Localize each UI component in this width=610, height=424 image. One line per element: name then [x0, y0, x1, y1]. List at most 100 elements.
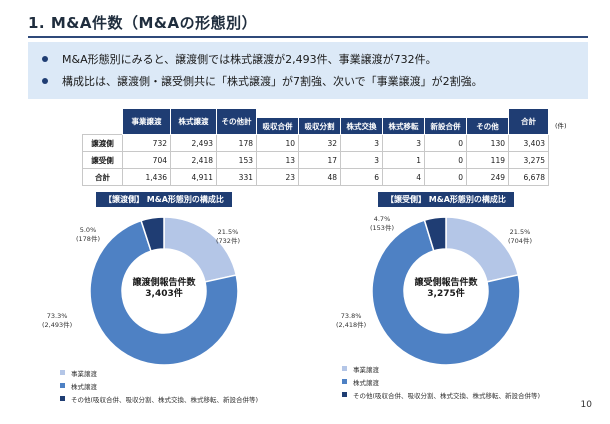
table-cell: 3,403	[508, 134, 549, 152]
chart-title-seller: 【譲渡側】 M&A形態別の構成比	[96, 192, 232, 207]
center-label-buyer: 譲受側報告件数 3,275件	[400, 278, 492, 300]
table-cell: 17	[298, 151, 341, 169]
row-label: 譲受側	[82, 151, 123, 169]
header-other-total: その他計	[216, 108, 257, 135]
header-total: 合計	[508, 108, 549, 135]
legend-item: 株式譲渡	[60, 379, 258, 392]
donut-slice-1	[163, 216, 238, 283]
center-label-value: 3,403件	[145, 289, 183, 299]
legend-label: 株式譲渡	[353, 378, 379, 387]
legend-label: 株式譲渡	[71, 382, 97, 391]
table-corner	[82, 108, 123, 135]
center-label-text: 譲渡側報告件数	[132, 278, 196, 288]
table-cell: 130	[466, 134, 509, 152]
slice-label: 21.5% (704件)	[508, 228, 532, 246]
legend-item: その他(吸収合併、吸収分割、株式交換、株式移転、新設合併等)	[342, 388, 540, 401]
table-cell: 3	[340, 134, 383, 152]
header-sub-5: 新設合併	[424, 117, 467, 135]
table-cell: 331	[216, 168, 257, 186]
table-cell: 1	[382, 151, 425, 169]
table-cell: 1,436	[122, 168, 171, 186]
legend-swatch	[342, 379, 347, 384]
header-sub-spacer	[256, 108, 509, 118]
slice-label-count: (178件)	[76, 235, 100, 243]
mna-table: 事業譲渡 株式譲渡 その他計 合計 吸収合併 吸収分割 株式交換 株式移転 新設…	[82, 108, 549, 186]
header-stock: 株式譲渡	[170, 108, 217, 135]
center-label-value: 3,275件	[427, 289, 465, 299]
table-cell: 23	[256, 168, 299, 186]
legend-label: その他(吸収合併、吸収分割、株式交換、株式移転、新設合併等)	[353, 391, 541, 400]
donut-slice-3	[423, 216, 447, 252]
slice-label-pct: 21.5%	[509, 228, 531, 236]
header-sub-6: その他	[466, 117, 509, 135]
header-sub-2: 吸収分割	[298, 117, 341, 135]
slice-label-pct: 5.0%	[79, 226, 97, 234]
table-cell: 4,911	[170, 168, 217, 186]
legend-item: その他(吸収合併、吸収分割、株式交換、株式移転、新設合併等)	[60, 392, 258, 405]
table-cell: 0	[424, 134, 467, 152]
slice-label-pct: 73.8%	[340, 312, 362, 320]
legend-swatch	[342, 366, 347, 371]
header-sub-1: 吸収合併	[256, 117, 299, 135]
page-number: 10	[580, 400, 592, 410]
slice-label-count: (2,418件)	[336, 321, 367, 329]
table-row-total: 合計 1,436 4,911 331 23 48 6 4 0 249 6,678	[82, 168, 549, 186]
table-cell: 6,678	[508, 168, 549, 186]
table-cell: 153	[216, 151, 257, 169]
donut-slice-1	[445, 216, 520, 283]
legend-swatch	[60, 383, 65, 388]
table-cell: 13	[256, 151, 299, 169]
summary-box: M&A形態別にみると、譲渡側では株式譲渡が2,493件、事業譲渡が732件。 構…	[28, 42, 588, 99]
legend-seller: 事業譲渡 株式譲渡 その他(吸収合併、吸収分割、株式交換、株式移転、新設合併等)	[60, 366, 258, 405]
slice-label: 73.3% (2,493件)	[42, 312, 72, 330]
header-sub-3: 株式交換	[340, 117, 383, 135]
legend-swatch	[342, 392, 347, 397]
slide-title: 1. M&A件数（M&Aの形態別）	[28, 14, 258, 32]
table-cell: 249	[466, 168, 509, 186]
bullet-icon	[42, 78, 48, 84]
slice-label-pct: 4.7%	[373, 215, 391, 223]
table-cell: 32	[298, 134, 341, 152]
legend-item: 事業譲渡	[60, 366, 258, 379]
slice-label-count: (704件)	[508, 237, 532, 245]
table-cell: 48	[298, 168, 341, 186]
table-cell: 119	[466, 151, 509, 169]
slice-label-pct: 21.5%	[217, 228, 239, 236]
header-sub-4: 株式移転	[382, 117, 425, 135]
table-cell: 0	[424, 151, 467, 169]
table-cell: 178	[216, 134, 257, 152]
center-label-seller: 譲渡側報告件数 3,403件	[118, 278, 210, 300]
table-row: 譲渡側 732 2,493 178 10 32 3 3 0 130 3,403	[82, 134, 549, 152]
legend-label: 事業譲渡	[71, 369, 97, 378]
table-cell: 704	[122, 151, 171, 169]
table-cell: 6	[340, 168, 383, 186]
summary-text-2: 構成比は、譲渡側・譲受側共に「株式譲渡」が7割強、次いで「事業譲渡」が2割強。	[62, 75, 483, 88]
legend-swatch	[60, 370, 65, 375]
summary-line-1: M&A形態別にみると、譲渡側では株式譲渡が2,493件、事業譲渡が732件。	[40, 48, 578, 70]
header-business: 事業譲渡	[122, 108, 171, 135]
center-label-text: 譲受側報告件数	[414, 278, 478, 288]
table-cell: 4	[382, 168, 425, 186]
slice-label: 21.5% (732件)	[216, 228, 240, 246]
legend-label: 事業譲渡	[353, 365, 379, 374]
slice-label-count: (153件)	[370, 224, 394, 232]
row-label: 譲渡側	[82, 134, 123, 152]
legend-buyer: 事業譲渡 株式譲渡 その他(吸収合併、吸収分割、株式交換、株式移転、新設合併等)	[342, 362, 540, 401]
donut-slice-2	[89, 219, 239, 366]
legend-item: 事業譲渡	[342, 362, 540, 375]
table-cell: 0	[424, 168, 467, 186]
summary-line-2: 構成比は、譲渡側・譲受側共に「株式譲渡」が7割強、次いで「事業譲渡」が2割強。	[40, 70, 578, 92]
slice-label-pct: 73.3%	[46, 312, 68, 320]
table-cell: 732	[122, 134, 171, 152]
summary-text-1: M&A形態別にみると、譲渡側では株式譲渡が2,493件、事業譲渡が732件。	[62, 53, 437, 66]
table-cell: 2,418	[170, 151, 217, 169]
table-unit: (件)	[555, 122, 567, 130]
slice-label: 4.7% (153件)	[370, 215, 394, 233]
table-cell: 10	[256, 134, 299, 152]
legend-item: 株式譲渡	[342, 375, 540, 388]
table-row: 譲受側 704 2,418 153 13 17 3 1 0 119 3,275	[82, 151, 549, 169]
slice-label: 5.0% (178件)	[76, 226, 100, 244]
chart-title-buyer: 【譲受側】 M&A形態別の構成比	[378, 192, 514, 207]
title-rule	[28, 36, 588, 38]
table-cell: 3,275	[508, 151, 549, 169]
